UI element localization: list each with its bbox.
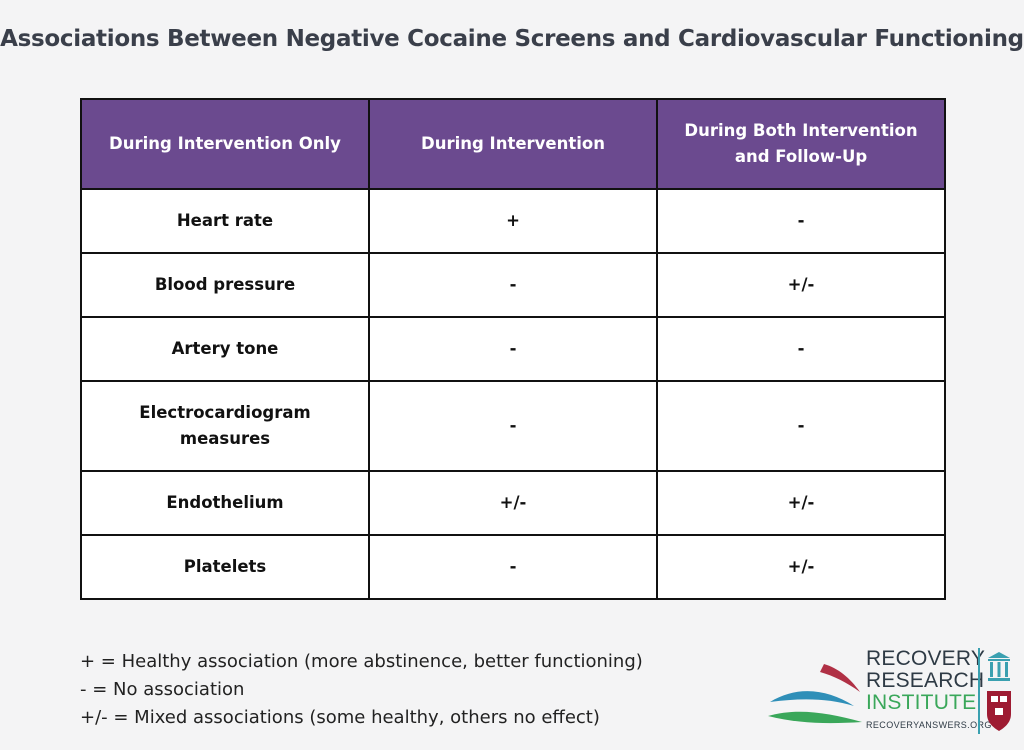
row-label: Heart rate	[80, 188, 370, 254]
legend: + = Healthy association (more abstinence…	[80, 648, 643, 732]
table-cell: -	[656, 188, 946, 254]
page-title: Associations Between Negative Cocaine Sc…	[0, 26, 1024, 52]
table-cell: +	[368, 188, 658, 254]
logo-line: RECOVERY	[866, 647, 986, 670]
table-row: Platelets - +/-	[80, 534, 946, 600]
recovery-research-institute-logo: RECOVERY RESEARCH INSTITUTE RECOVERYANSW…	[766, 646, 1016, 740]
table-cell: +/-	[656, 252, 946, 318]
logo-line: INSTITUTE	[866, 691, 977, 714]
table-cell: -	[368, 380, 658, 472]
logo-line: RESEARCH	[866, 669, 985, 692]
row-label: Blood pressure	[80, 252, 370, 318]
swoosh-logo-icon	[768, 664, 862, 724]
column-header: During Both Intervention and Follow-Up	[656, 98, 946, 190]
table-cell: -	[368, 252, 658, 318]
table-row: Artery tone - -	[80, 316, 946, 382]
logo-wordmark: RECOVERY RESEARCH INSTITUTE	[866, 648, 985, 714]
row-label: Endothelium	[80, 470, 370, 536]
legend-item: - = No association	[80, 679, 245, 700]
table-row: Blood pressure - +/-	[80, 252, 946, 318]
row-label: Electrocardiogram measures	[80, 380, 370, 472]
table-cell: -	[656, 316, 946, 382]
results-table: During Intervention Only During Interven…	[80, 98, 946, 600]
shield-icon	[987, 691, 1011, 731]
column-header: During Intervention	[368, 98, 658, 190]
table-cell: -	[656, 380, 946, 472]
row-label: Artery tone	[80, 316, 370, 382]
logo-url: RECOVERYANSWERS.ORG	[866, 720, 992, 730]
table-row: Electrocardiogram measures - -	[80, 380, 946, 472]
table-cell: +/-	[656, 534, 946, 600]
table-row: Heart rate + -	[80, 188, 946, 254]
table-row: Endothelium +/- +/-	[80, 470, 946, 536]
pillar-icon	[988, 652, 1010, 681]
table-cell: +/-	[368, 470, 658, 536]
table-cell: +/-	[656, 470, 946, 536]
table-cell: -	[368, 534, 658, 600]
table-cell: -	[368, 316, 658, 382]
legend-item: + = Healthy association (more abstinence…	[80, 651, 643, 672]
logo-divider	[978, 648, 980, 734]
row-label: Platelets	[80, 534, 370, 600]
column-header: During Intervention Only	[80, 98, 370, 190]
legend-item: +/- = Mixed associations (some healthy, …	[80, 707, 600, 728]
table-header-row: During Intervention Only During Interven…	[80, 98, 946, 190]
